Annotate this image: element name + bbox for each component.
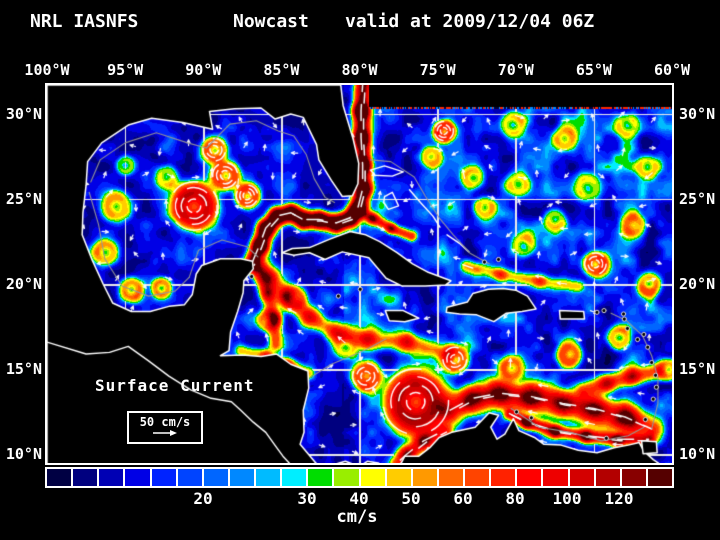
colorbar-segment (256, 469, 281, 486)
colorbar-segment (125, 469, 150, 486)
colorbar-tick-label: 120 (604, 489, 634, 508)
lat-tick-label-right: 20°N (679, 275, 716, 294)
lon-tick-label: 100°W (24, 61, 70, 79)
colorbar-unit-label: cm/s (336, 507, 378, 527)
colorbar-segment (595, 469, 620, 486)
lon-tick-label: 90°W (185, 61, 222, 79)
lon-tick-label: 80°W (341, 61, 378, 79)
colorbar-segment (621, 469, 646, 486)
lon-tick-label: 85°W (263, 61, 300, 79)
lat-tick-label-left: 20°N (5, 275, 42, 294)
colorbar-segment (308, 469, 333, 486)
colorbar-segment (334, 469, 359, 486)
speed-colorbar (45, 467, 674, 488)
lon-tick-label: 60°W (653, 61, 691, 79)
colorbar-segment (491, 469, 516, 486)
title-valid-time: valid at 2009/12/04 06Z (345, 11, 595, 32)
colorbar-tick-label: 40 (349, 489, 369, 508)
colorbar-segment (647, 469, 672, 486)
scale-arrow-icon (153, 430, 177, 436)
colorbar-segment (229, 469, 254, 486)
colorbar-segment (73, 469, 98, 486)
colorbar-tick-label: 80 (505, 489, 525, 508)
colorbar-segment (438, 469, 463, 486)
lat-tick-label-left: 10°N (5, 445, 42, 464)
colorbar-segment (569, 469, 594, 486)
lat-tick-label-right: 30°N (679, 104, 716, 123)
lat-tick-label-left: 15°N (5, 360, 42, 379)
colorbar-segment (517, 469, 542, 486)
colorbar-tick-label: 50 (401, 489, 421, 508)
lon-tick-label: 75°W (419, 61, 456, 79)
field-label: Surface Current (95, 376, 255, 395)
colorbar-segment (151, 469, 176, 486)
colorbar-tick-label: 20 (193, 489, 213, 508)
lon-tick-label: 70°W (497, 61, 534, 79)
colorbar-segment (412, 469, 437, 486)
colorbar-segment (47, 469, 72, 486)
colorbar-segment (282, 469, 307, 486)
colorbar-segment (99, 469, 124, 486)
colorbar-tick-label: 100 (552, 489, 582, 508)
colorbar-segment (360, 469, 385, 486)
colorbar-segment (465, 469, 490, 486)
title-product: Nowcast (233, 11, 309, 32)
lon-tick-label: 95°W (107, 61, 144, 79)
map-frame (45, 83, 674, 465)
colorbar-segment (386, 469, 411, 486)
lat-tick-label-right: 10°N (679, 445, 716, 464)
colorbar-segment (203, 469, 228, 486)
colorbar-tick-label: 30 (297, 489, 317, 508)
lon-tick-label: 65°W (575, 61, 612, 79)
title-model: NRL IASNFS (30, 11, 139, 32)
current-scale-box: 50 cm/s (127, 411, 203, 444)
surface-current-map-canvas (47, 85, 672, 463)
lat-tick-label-left: 30°N (5, 104, 42, 123)
colorbar-segment (543, 469, 568, 486)
lat-tick-label-right: 25°N (679, 190, 716, 209)
colorbar-tick-label: 60 (453, 489, 473, 508)
lat-tick-label-right: 15°N (679, 360, 716, 379)
scale-value-label: 50 cm/s (139, 415, 191, 429)
colorbar-segment (177, 469, 202, 486)
lat-tick-label-left: 25°N (5, 190, 42, 209)
